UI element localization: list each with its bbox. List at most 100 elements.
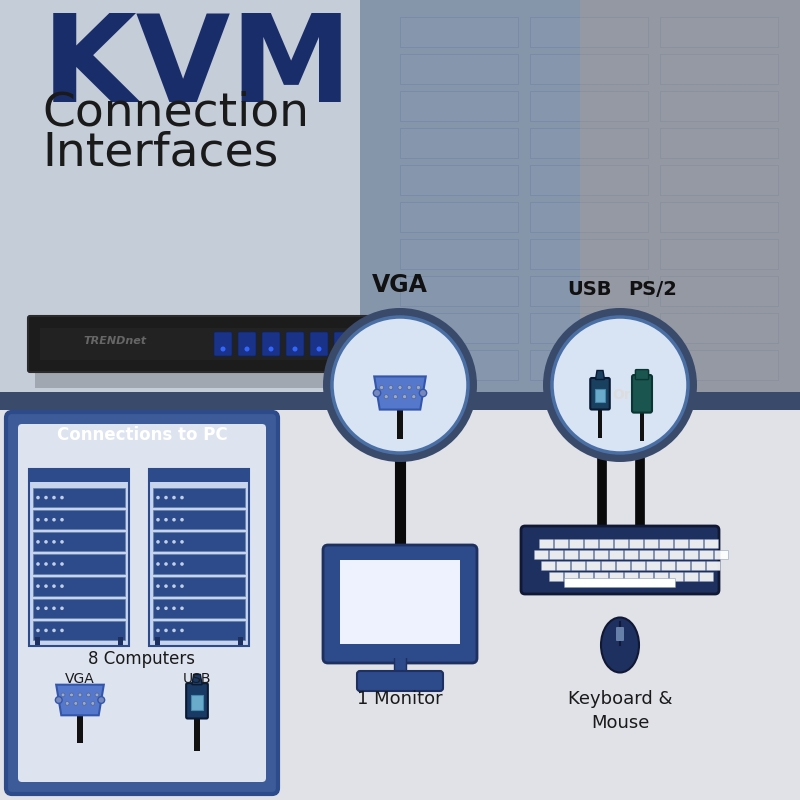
Bar [0,0,360,410]
Bar [660,17,778,47]
Bar [153,621,245,640]
FancyBboxPatch shape [238,332,256,356]
FancyBboxPatch shape [550,573,563,582]
FancyBboxPatch shape [617,562,630,570]
Bar [153,488,245,507]
FancyBboxPatch shape [646,562,661,570]
FancyBboxPatch shape [630,539,643,549]
FancyBboxPatch shape [699,550,714,559]
FancyBboxPatch shape [149,469,249,646]
Bar [660,350,778,380]
Bar [400,54,518,84]
Text: Connections to PC: Connections to PC [57,426,227,444]
Circle shape [44,496,48,499]
FancyBboxPatch shape [286,332,304,356]
FancyBboxPatch shape [674,539,689,549]
Ellipse shape [601,618,639,673]
Text: KVM: KVM [42,10,353,127]
Circle shape [36,518,40,522]
FancyBboxPatch shape [334,332,352,356]
Circle shape [172,562,176,566]
Circle shape [341,346,346,351]
FancyBboxPatch shape [635,370,649,380]
Circle shape [164,540,168,544]
Text: 8 Computers: 8 Computers [89,650,195,668]
FancyBboxPatch shape [579,573,594,582]
Bar [328,644,472,658]
Circle shape [86,693,90,697]
Circle shape [52,540,56,544]
Text: USB: USB [567,280,612,299]
Bar [33,577,125,596]
Circle shape [44,606,48,610]
FancyBboxPatch shape [586,562,601,570]
Bar [33,488,125,507]
Bar [660,91,778,121]
FancyBboxPatch shape [631,562,646,570]
Circle shape [293,346,298,351]
Circle shape [317,346,322,351]
Bar [660,313,778,343]
FancyBboxPatch shape [539,539,554,549]
Circle shape [164,629,168,632]
Circle shape [164,562,168,566]
Circle shape [66,702,69,706]
Bar [33,621,125,640]
Bar [0,392,800,422]
Circle shape [78,693,82,697]
FancyBboxPatch shape [590,378,610,410]
Bar [530,17,648,47]
FancyBboxPatch shape [550,550,563,559]
Bar [400,239,518,269]
Bar [153,554,245,574]
Circle shape [172,518,176,522]
Text: Keyboard &
Mouse: Keyboard & Mouse [568,690,672,731]
Bar [400,276,518,306]
Circle shape [402,394,406,398]
FancyBboxPatch shape [654,550,669,559]
Circle shape [55,697,62,703]
Bar [0,410,800,800]
Circle shape [156,606,160,610]
Circle shape [365,346,370,351]
Circle shape [60,629,64,632]
FancyBboxPatch shape [639,550,654,559]
FancyBboxPatch shape [639,573,654,582]
Circle shape [164,606,168,610]
Circle shape [180,584,184,588]
FancyBboxPatch shape [706,562,721,570]
FancyBboxPatch shape [585,539,598,549]
Bar [400,202,518,232]
FancyBboxPatch shape [565,578,675,587]
Circle shape [164,496,168,499]
Circle shape [552,317,688,453]
Circle shape [60,496,64,499]
Polygon shape [374,377,426,410]
Bar [530,91,648,121]
Circle shape [221,346,226,351]
FancyBboxPatch shape [6,412,278,794]
Circle shape [36,606,40,610]
Bar [400,17,518,47]
Text: PS/2: PS/2 [628,280,677,299]
Bar [360,0,800,410]
FancyBboxPatch shape [677,562,690,570]
Circle shape [91,702,94,706]
Bar [33,532,125,551]
FancyBboxPatch shape [654,573,669,582]
Polygon shape [595,370,605,379]
Circle shape [44,518,48,522]
Bar [530,202,648,232]
Bar [33,510,125,530]
Circle shape [180,540,184,544]
Bar [660,165,778,195]
FancyBboxPatch shape [662,562,675,570]
FancyBboxPatch shape [699,573,714,582]
Bar [340,560,460,648]
FancyBboxPatch shape [691,562,706,570]
Circle shape [44,562,48,566]
Circle shape [180,496,184,499]
FancyBboxPatch shape [214,332,232,356]
Bar [194,715,199,751]
Circle shape [407,386,411,390]
